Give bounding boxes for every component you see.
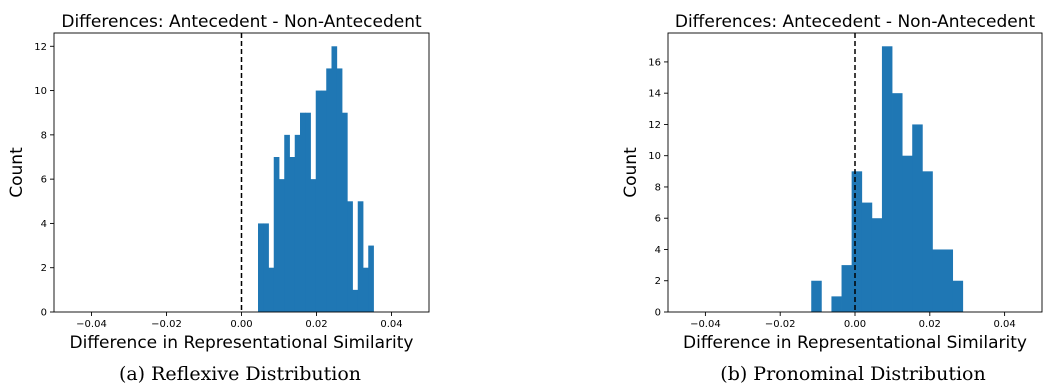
histogram-bar (352, 289, 359, 312)
histogram-bar (861, 202, 873, 312)
histogram-bar (321, 90, 327, 312)
x-tick-label: 0.00 (844, 319, 866, 330)
histogram-bar (305, 112, 311, 313)
histogram-bar (342, 112, 348, 313)
histogram-bar (952, 280, 964, 312)
y-tick-label: 10 (34, 86, 47, 97)
x-tick-label: 0.02 (305, 319, 327, 330)
histogram-bar (347, 201, 353, 312)
histogram-bar (315, 90, 322, 312)
histogram-bar (841, 265, 853, 312)
figure-caption: (a) Reflexive Distribution (119, 363, 361, 385)
histogram-bar (932, 249, 943, 312)
y-axis-label: Count (7, 147, 27, 198)
histogram-bar (892, 93, 903, 313)
y-tick-label: 4 (655, 245, 661, 256)
histogram-bar (831, 296, 842, 312)
histogram-bar (902, 155, 913, 312)
y-tick-label: 4 (41, 219, 47, 230)
histogram-bar (811, 280, 822, 312)
histogram-bar (279, 179, 285, 312)
chart-panel-1: −0.04 −0.02 0.00 0.02 0.04 0 2 4 6 8 10 12 Differenc… (7, 12, 430, 385)
x-axis-label: Difference in Representational Similarit… (683, 333, 1027, 353)
histogram-bar (871, 218, 883, 312)
chart-panel-2: −0.04 −0.02 0.00 0.02 0.04 0 2 4 6 8 10 12 14 16 Diffe… (621, 12, 1043, 385)
x-tick-label: −0.02 (765, 319, 796, 330)
y-tick-label: 0 (41, 308, 47, 319)
histogram-bar (336, 68, 343, 313)
chart-title: Differences: Antecedent - Non-Antecedent (61, 12, 422, 32)
y-tick-label: 12 (34, 42, 47, 53)
histogram-bar (294, 134, 301, 312)
histogram-bar (363, 267, 369, 312)
histogram-bar (268, 267, 275, 312)
histogram-bar (258, 223, 264, 312)
x-tick-label: −0.02 (151, 319, 182, 330)
x-tick-label: 0.04 (993, 319, 1015, 330)
y-tick-label: 2 (655, 276, 661, 287)
x-tick-label: −0.04 (76, 319, 107, 330)
x-tick-label: 0.00 (230, 319, 252, 330)
y-tick-label: 6 (655, 214, 661, 225)
y-tick-label: 0 (655, 308, 661, 319)
y-tick-label: 12 (648, 120, 661, 131)
figure-caption: (b) Pronominal Distribution (720, 363, 985, 385)
y-tick-label: 2 (41, 263, 47, 274)
histogram-bar (851, 171, 863, 312)
histogram-bar (263, 223, 269, 312)
y-axis-label: Count (621, 147, 641, 198)
histogram-bar (368, 245, 374, 312)
x-tick-label: 0.04 (380, 319, 402, 330)
histogram-bar (357, 201, 364, 312)
histogram-bar (881, 46, 893, 312)
histogram-bar (273, 157, 280, 312)
chart-title: Differences: Antecedent - Non-Antecedent (675, 12, 1036, 32)
histogram-bar (326, 68, 332, 313)
histogram-bar (942, 249, 954, 312)
histogram-bar (310, 179, 317, 312)
x-tick-label: −0.04 (690, 319, 721, 330)
histogram-bar (289, 157, 296, 312)
y-tick-label: 14 (648, 89, 661, 100)
histogram-bar (922, 171, 933, 312)
histogram-bar (284, 134, 290, 312)
y-tick-label: 8 (655, 182, 661, 193)
y-tick-label: 16 (648, 57, 661, 68)
y-tick-label: 8 (41, 130, 47, 141)
x-tick-label: 0.02 (919, 319, 941, 330)
histogram-bar (331, 46, 338, 312)
histogram-bar (300, 112, 306, 313)
y-tick-label: 6 (41, 175, 47, 186)
y-tick-label: 10 (648, 151, 661, 162)
histogram-bar (912, 124, 923, 312)
x-axis-label: Difference in Representational Similarit… (70, 333, 414, 353)
